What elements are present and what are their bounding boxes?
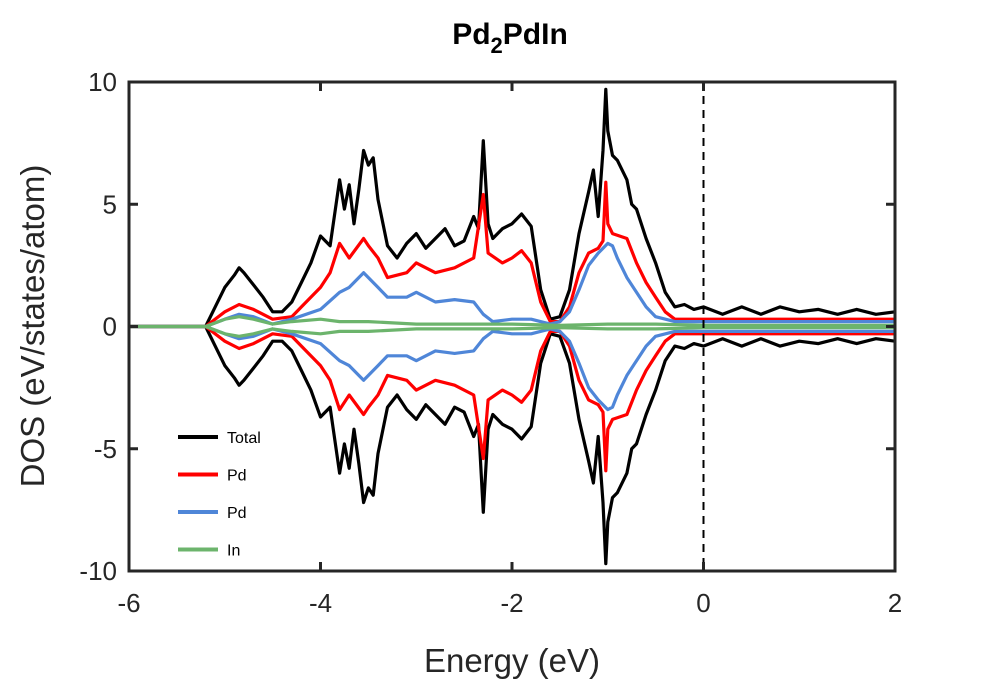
y-axis-title: DOS (eV/states/atom): [14, 165, 51, 488]
x-axis-title: Energy (eV): [424, 642, 600, 679]
x-tick-label: -4: [309, 588, 332, 618]
series-line-1-spin-up: [129, 180, 895, 329]
x-tick-label: -2: [500, 588, 523, 618]
chart-title: Pd2PdIn: [452, 18, 568, 58]
legend-label: Pd: [227, 505, 247, 522]
legend-label: Pd: [227, 468, 247, 485]
ticks-layer: -6 -4 -2 0 2 -10 -5 0 5 10: [79, 67, 902, 618]
y-tick-label: -5: [94, 434, 117, 464]
series-line-0-spin-down: [129, 324, 896, 566]
x-tick-label: 0: [696, 588, 710, 618]
series-line-3-spin-down: [129, 324, 895, 338]
y-tick-label: -10: [79, 556, 117, 586]
y-tick-label: 5: [103, 189, 117, 219]
series-line-2-spin-up: [129, 241, 895, 329]
y-tick-label: 10: [88, 67, 117, 97]
y-tick-label: 0: [103, 312, 117, 342]
series-layer: [129, 87, 896, 566]
legend-label: In: [227, 543, 240, 560]
series-line-3-spin-up: [129, 315, 895, 329]
series-line-2-spin-down: [129, 324, 895, 412]
series-line-0-spin-up: [129, 87, 896, 329]
x-tick-label: -6: [117, 588, 140, 618]
chart-title-main: Pd: [452, 18, 490, 51]
chart-title-suffix: PdIn: [503, 18, 568, 51]
legend-label: Total: [227, 430, 261, 447]
x-tick-label: 2: [888, 588, 902, 618]
legend: Total Pd Pd In: [178, 430, 261, 560]
chart-title-subscript: 2: [491, 33, 503, 58]
series-line-1-spin-down: [129, 324, 895, 473]
